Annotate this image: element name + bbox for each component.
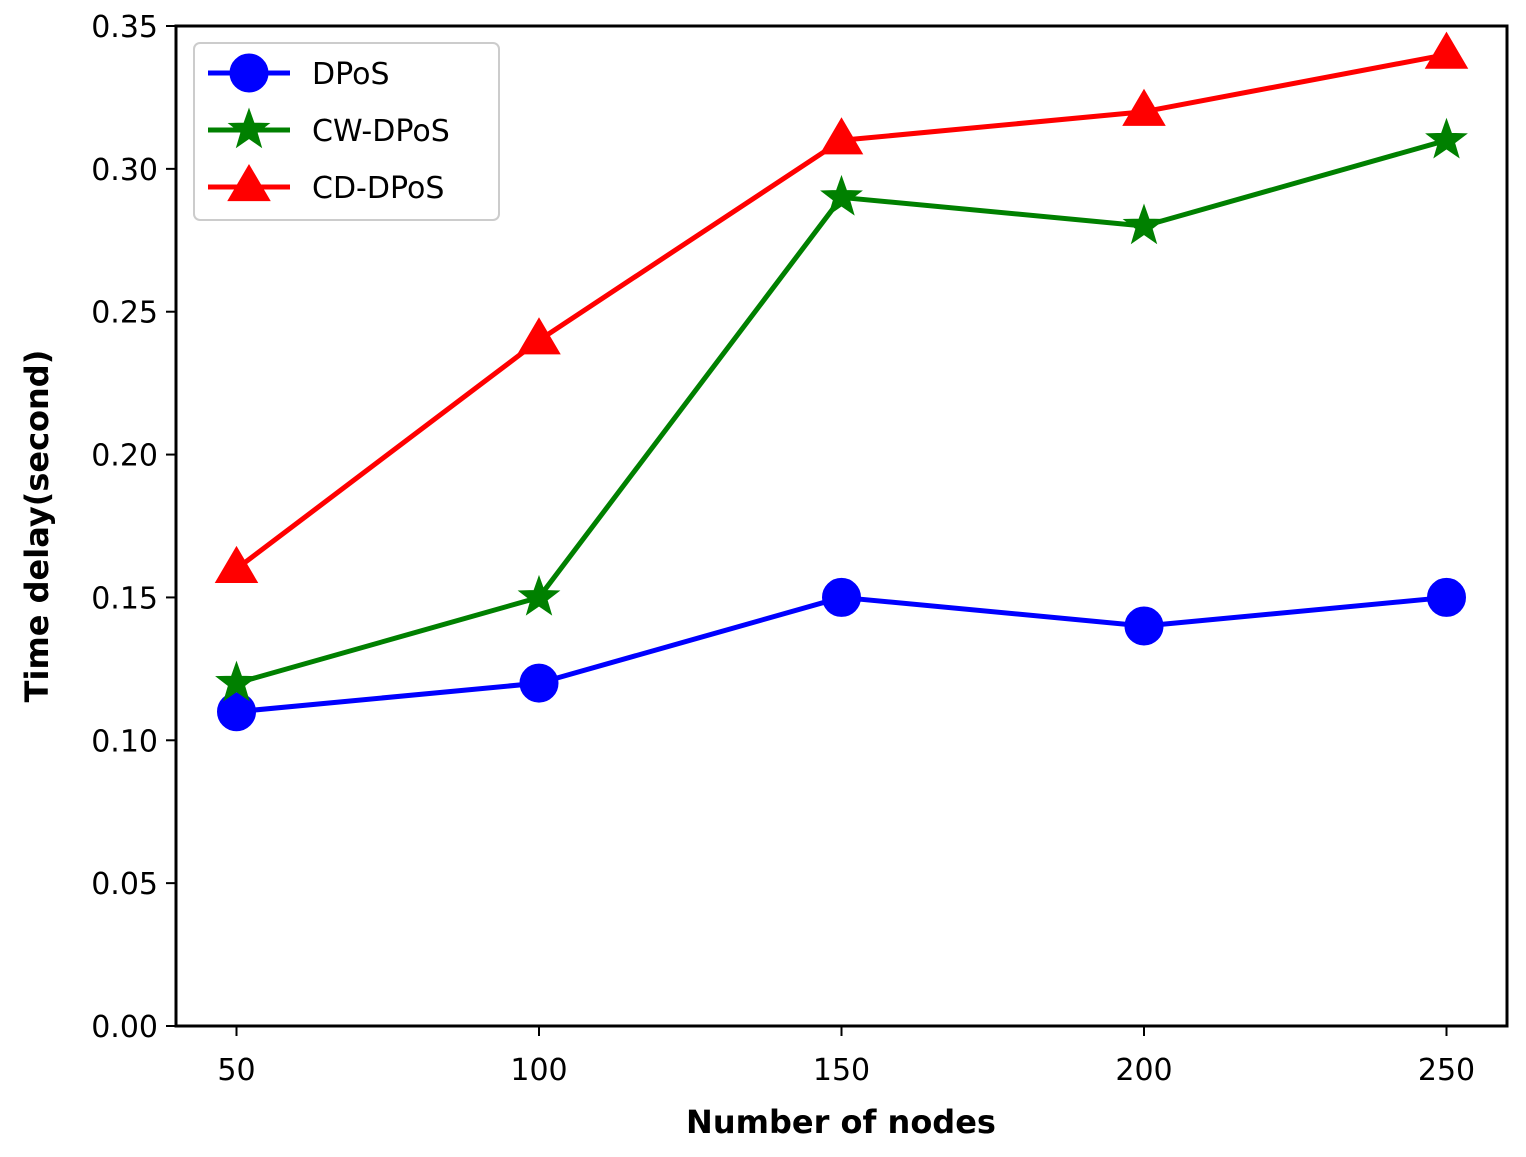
legend-marker	[227, 107, 271, 149]
y-axis-title: Time delay(second)	[18, 350, 56, 703]
data-point	[822, 577, 861, 617]
data-point	[1425, 117, 1468, 159]
legend-marker	[227, 164, 271, 202]
data-point	[1122, 88, 1166, 126]
data-point	[1122, 203, 1166, 245]
legend: DPoS CW-DPoS CD-DPoS	[193, 42, 500, 221]
data-point	[820, 174, 863, 216]
series-cw-dpos	[215, 117, 1468, 702]
legend-marker	[229, 53, 269, 93]
y-tick-label: 0.35	[91, 10, 158, 45]
data-point	[1427, 577, 1466, 617]
x-axis-title: Number of nodes	[686, 1103, 996, 1141]
data-point	[517, 317, 561, 355]
data-point	[217, 692, 256, 732]
legend-box	[193, 42, 500, 221]
x-tick-label: 250	[1418, 1053, 1475, 1088]
data-point	[215, 660, 258, 702]
y-tick-label: 0.10	[91, 724, 158, 759]
y-tick-label: 0.00	[91, 1010, 158, 1045]
x-axis-ticks: 50 100 150 200 250	[217, 1026, 1475, 1088]
legend-entry-cw-dpos: CW-DPoS	[208, 107, 450, 149]
data-point	[819, 117, 864, 155]
legend-entry-cd-dpos: CD-DPoS	[208, 164, 444, 206]
legend-label: DPoS	[312, 57, 390, 92]
data-point	[1124, 606, 1164, 646]
data-point	[214, 545, 259, 583]
x-tick-label: 150	[813, 1053, 870, 1088]
series-cd-dpos	[214, 31, 1469, 583]
data-point	[1424, 31, 1469, 69]
y-tick-label: 0.30	[91, 153, 158, 188]
y-tick-label: 0.05	[91, 867, 158, 902]
y-tick-label: 0.25	[91, 296, 158, 331]
data-point	[519, 663, 559, 703]
data-point	[517, 574, 561, 616]
legend-label: CD-DPoS	[312, 171, 444, 206]
y-axis-ticks: 0.00 0.05 0.10 0.15 0.20 0.25 0.30 0.35	[91, 10, 176, 1045]
y-tick-label: 0.20	[91, 439, 158, 474]
series-dpos	[217, 577, 1466, 732]
series-layer	[214, 31, 1469, 732]
x-tick-label: 50	[217, 1053, 255, 1088]
legend-entry-dpos: DPoS	[208, 53, 390, 93]
legend-label: CW-DPoS	[312, 114, 450, 149]
y-tick-label: 0.15	[91, 581, 158, 616]
x-tick-label: 200	[1115, 1053, 1172, 1088]
x-tick-label: 100	[510, 1053, 567, 1088]
